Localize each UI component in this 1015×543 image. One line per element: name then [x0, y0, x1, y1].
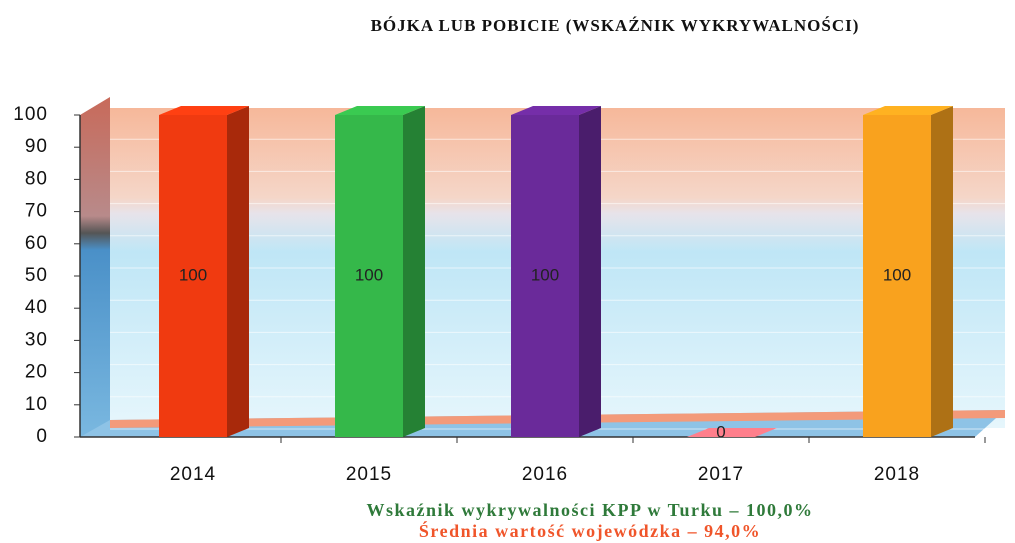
y-tick-label: 60 [25, 233, 48, 254]
bar-side [579, 106, 601, 437]
bar [159, 106, 249, 437]
bar-top [511, 106, 601, 115]
y-tick-label: 20 [25, 362, 48, 383]
bar-front [159, 115, 227, 437]
side-wall [80, 97, 110, 437]
bar-top [159, 106, 249, 115]
x-tick-label: 2018 [874, 464, 920, 485]
bar-side [403, 106, 425, 437]
chart-title: BÓJKA LUB POBICIE (WSKAŹNIK WYKRYWALNOŚC… [371, 16, 860, 35]
bar-top [687, 428, 777, 437]
x-tick-label: 2014 [170, 464, 216, 485]
y-tick-label: 40 [25, 297, 48, 318]
bar-front [511, 115, 579, 437]
data-label: 100 [531, 265, 559, 284]
data-label: 100 [883, 265, 911, 284]
x-tick-label: 2015 [346, 464, 392, 485]
y-tick-label: 80 [25, 168, 48, 189]
bar-top [863, 106, 953, 115]
bar-front [863, 115, 931, 437]
bar [511, 106, 601, 437]
y-tick-label: 90 [25, 136, 48, 157]
y-tick-label: 0 [36, 426, 48, 447]
bar [687, 428, 777, 437]
bar [863, 106, 953, 437]
bar-side [931, 106, 953, 437]
bar-top [335, 106, 425, 115]
y-tick-label: 50 [25, 265, 48, 286]
data-label: 100 [179, 265, 207, 284]
annotation: Wskaźnik wykrywalności KPP w Turku – 100… [366, 500, 813, 520]
bar-front [335, 115, 403, 437]
y-tick-label: 30 [25, 329, 48, 350]
y-tick-label: 100 [13, 104, 48, 125]
y-tick-label: 70 [25, 201, 48, 222]
data-label: 100 [355, 265, 383, 284]
x-tick-label: 2016 [522, 464, 568, 485]
y-tick-label: 10 [25, 394, 48, 415]
x-tick-label: 2017 [698, 464, 744, 485]
annotation: Średnia wartość wojewódzka – 94,0% [419, 520, 761, 541]
bar [335, 106, 425, 437]
data-label: 0 [716, 422, 725, 441]
bar-side [227, 106, 249, 437]
